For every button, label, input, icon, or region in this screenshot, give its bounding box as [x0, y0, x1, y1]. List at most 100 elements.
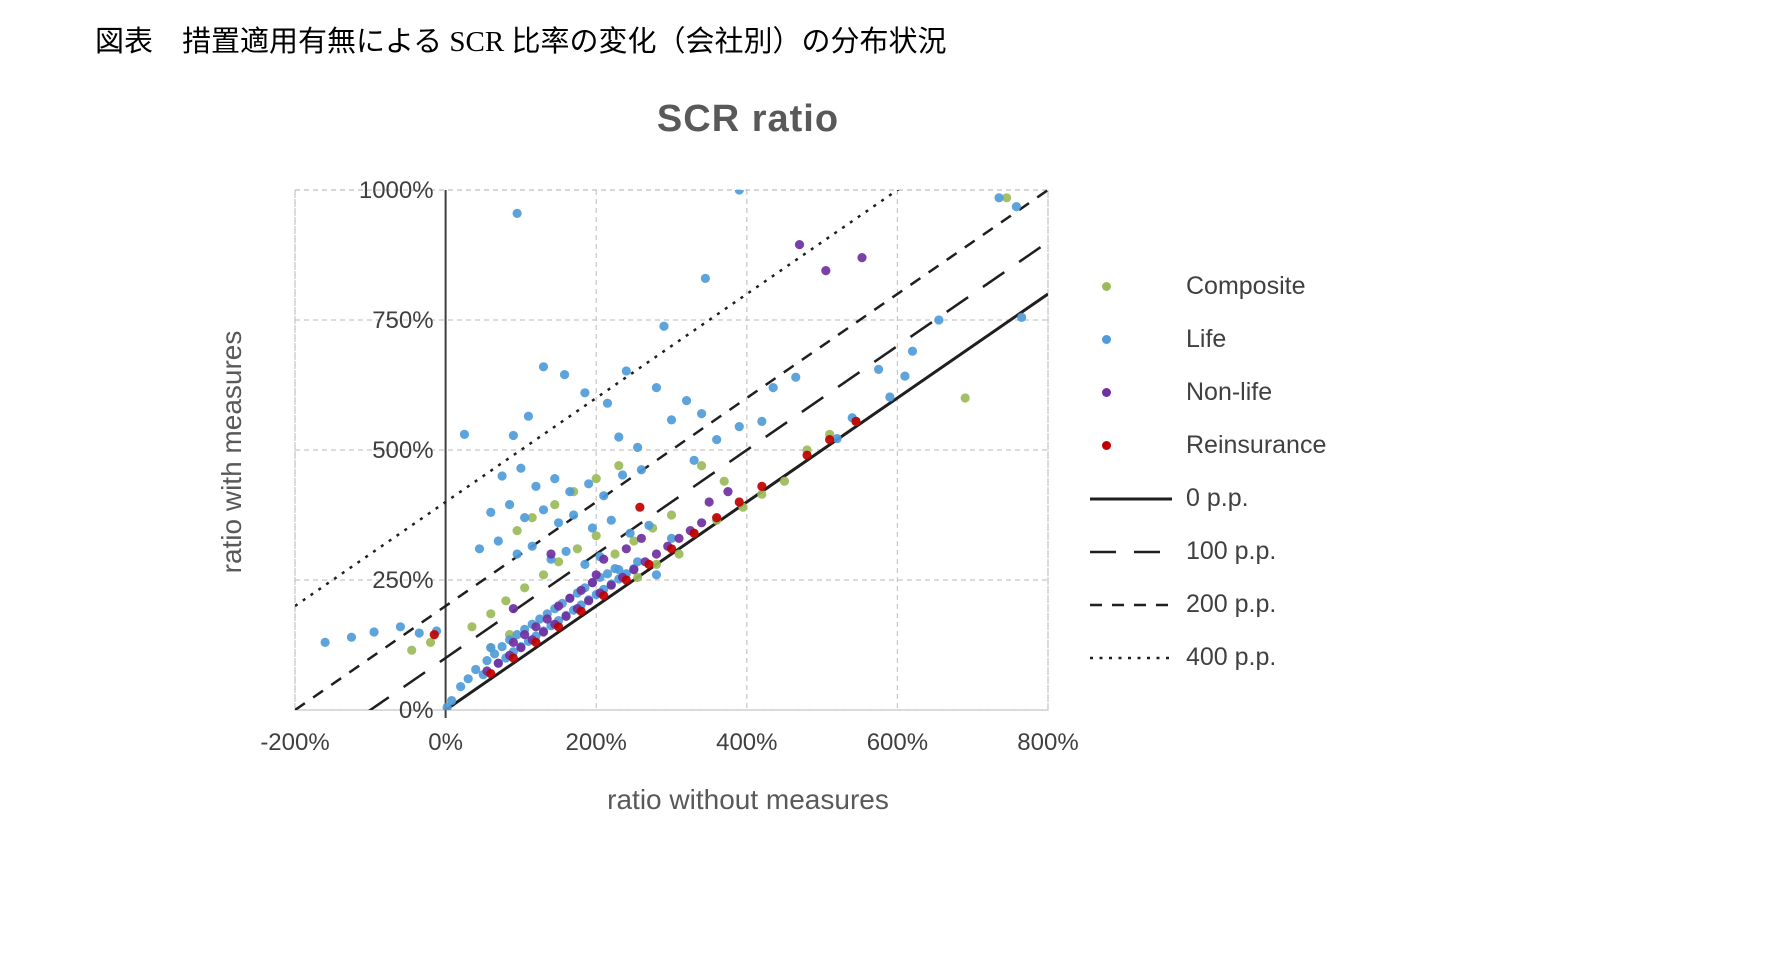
data-point	[520, 583, 530, 593]
data-point	[527, 513, 537, 523]
data-point	[531, 637, 541, 648]
data-point	[1011, 202, 1021, 212]
data-point	[635, 502, 645, 512]
data-point	[791, 372, 801, 382]
legend-marker-zone	[1090, 548, 1186, 556]
100-p-p-line-icon	[1090, 550, 1172, 553]
data-point	[489, 649, 500, 659]
data-point	[508, 653, 518, 663]
data-point	[674, 549, 684, 559]
data-point	[467, 622, 477, 632]
legend-item-reinsurance: Reinsurance	[1090, 419, 1326, 472]
x-tick-label: 800%	[1017, 729, 1078, 756]
legend-label: 200 p.p.	[1186, 590, 1277, 618]
plot-border	[294, 189, 1049, 711]
data-point	[614, 432, 624, 442]
legend-label: 100 p.p.	[1186, 537, 1277, 565]
data-point	[599, 591, 609, 601]
data-point	[666, 415, 677, 425]
data-point	[757, 481, 767, 491]
data-point	[614, 461, 624, 471]
0-p-p-line-icon	[1090, 497, 1172, 500]
data-point	[512, 208, 522, 218]
data-point	[576, 585, 586, 596]
data-point	[689, 455, 699, 465]
data-point	[508, 604, 518, 614]
figure-caption: 図表 措置適用有無による SCR 比率の変化（会社別）の分布状況	[95, 26, 947, 58]
x-axis-title: ratio without measures	[607, 784, 889, 815]
data-point	[857, 253, 867, 263]
data-point	[320, 637, 330, 648]
data-point	[520, 513, 530, 523]
data-point	[561, 546, 571, 557]
data-point	[508, 430, 518, 441]
data-point	[553, 557, 564, 567]
data-point	[553, 518, 564, 528]
x-tick-label: 0%	[428, 729, 463, 756]
legend-marker-zone	[1090, 282, 1186, 291]
y-tick-label: 0%	[399, 697, 434, 724]
data-point	[459, 429, 470, 439]
data-point	[538, 505, 549, 515]
data-point	[885, 392, 895, 402]
data-point	[538, 362, 549, 372]
data-point	[512, 549, 522, 559]
data-point	[734, 190, 744, 195]
data-point	[580, 388, 590, 398]
data-point	[346, 632, 357, 642]
chart-title: SCR ratio	[656, 98, 840, 140]
data-point	[369, 627, 379, 637]
data-point	[493, 658, 503, 668]
data-point	[587, 523, 598, 533]
data-point	[553, 622, 564, 632]
data-point	[471, 664, 481, 675]
data-point	[425, 637, 436, 648]
reinsurance-marker-icon	[1102, 441, 1111, 450]
data-point	[523, 411, 534, 421]
data-point	[614, 565, 624, 575]
data-point	[606, 580, 616, 590]
life-marker-icon	[1102, 335, 1111, 344]
legend-item-composite: Composite	[1090, 260, 1326, 313]
data-point	[542, 614, 552, 624]
y-tick-label: 500%	[372, 437, 433, 464]
legend-item-0-p-p: 0 p.p.	[1090, 472, 1326, 525]
data-point	[447, 696, 457, 706]
data-point	[550, 474, 560, 484]
data-point	[520, 630, 530, 640]
data-point	[779, 476, 790, 486]
data-point	[508, 637, 518, 648]
legend-marker-zone	[1090, 388, 1186, 397]
legend-item-non-life: Non-life	[1090, 366, 1326, 419]
data-point	[633, 572, 643, 583]
data-point	[723, 487, 733, 497]
data-point	[636, 465, 646, 475]
legend-label: Composite	[1186, 272, 1306, 300]
y-tick-label: 1000%	[359, 177, 434, 204]
data-point	[666, 544, 677, 554]
data-point	[569, 510, 579, 520]
data-point	[757, 416, 767, 426]
legend-label: Reinsurance	[1186, 431, 1327, 459]
data-point	[599, 554, 609, 564]
legend-item-100-p-p: 100 p.p.	[1090, 525, 1326, 578]
data-point	[1001, 193, 1012, 203]
data-point	[651, 559, 662, 570]
data-point	[546, 549, 556, 559]
data-point	[700, 273, 710, 283]
data-point	[821, 266, 831, 276]
legend-label: Non-life	[1186, 378, 1273, 406]
data-point	[516, 463, 526, 473]
reference-lines	[295, 190, 1048, 710]
data-point	[538, 570, 549, 580]
legend-item-200-p-p: 200 p.p.	[1090, 578, 1326, 631]
data-point	[512, 630, 522, 640]
y-tick-label: 750%	[372, 307, 433, 334]
data-point	[697, 409, 707, 419]
data-point	[538, 627, 549, 637]
data-point	[1017, 312, 1027, 322]
data-point	[407, 645, 417, 655]
data-point	[497, 471, 507, 481]
data-point	[531, 622, 541, 632]
